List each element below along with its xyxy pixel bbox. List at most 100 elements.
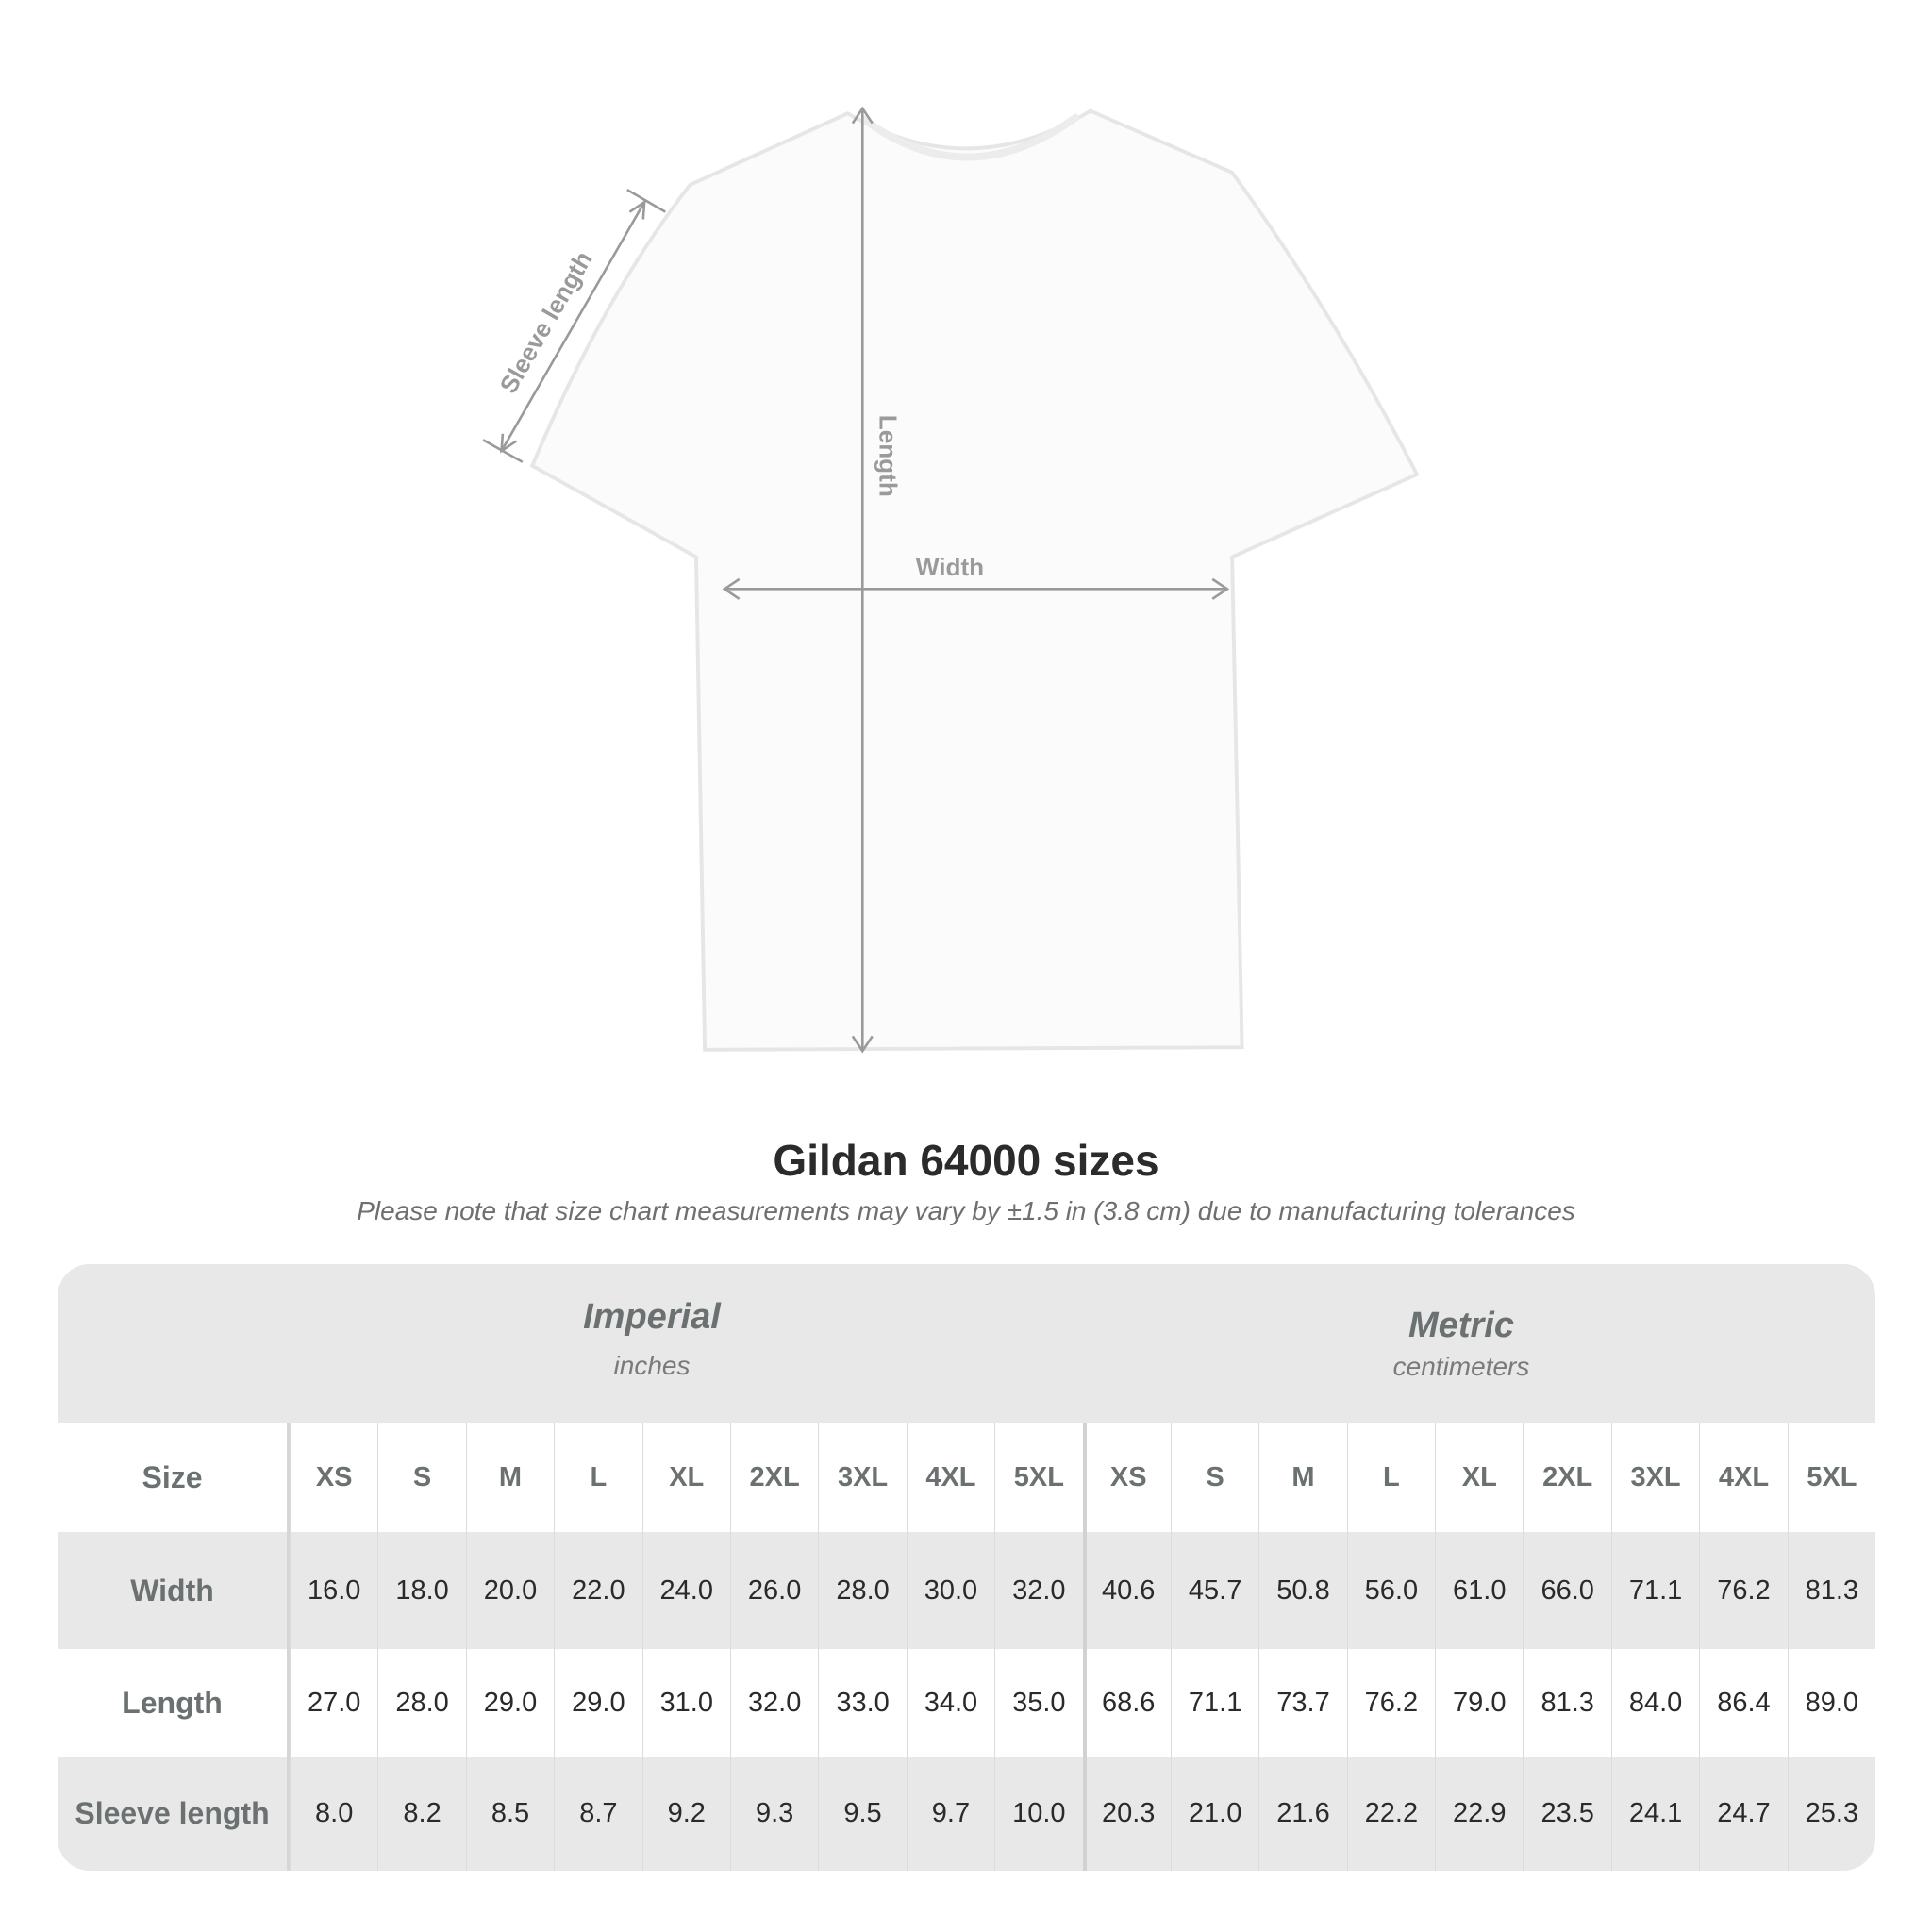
row-label: Sleeve length	[58, 1757, 290, 1871]
length-arrowhead-top	[851, 106, 874, 125]
metric-size-header: XL	[1435, 1423, 1523, 1532]
imperial-value-cell: 32.0	[729, 1649, 818, 1757]
width-arrowhead-right	[1211, 577, 1230, 600]
imperial-size-header: XS	[290, 1423, 377, 1532]
size-table: Imperial inches Metric centimeters Size X…	[58, 1264, 1875, 1871]
imperial-size-header: 5XL	[994, 1423, 1082, 1532]
imperial-unit: inches	[613, 1351, 691, 1380]
metric-value-cell: 61.0	[1435, 1532, 1523, 1649]
metric-value-cell: 24.1	[1610, 1757, 1699, 1871]
imperial-value-cell: 35.0	[994, 1649, 1082, 1757]
page-title: Gildan 64000 sizes	[773, 1136, 1159, 1185]
metric-value-cell: 24.7	[1699, 1757, 1787, 1871]
imperial-value-cell: 30.0	[906, 1532, 994, 1649]
metric-size-header: M	[1258, 1423, 1346, 1532]
metric-value-cell: 79.0	[1435, 1649, 1523, 1757]
metric-value-cell: 76.2	[1346, 1649, 1435, 1757]
table-row: Width 16.0 18.0 20.0 22.0 24.0 26.0 28.0 30.0 32.…	[58, 1532, 1875, 1649]
width-arrowhead-left	[722, 577, 741, 600]
imperial-title: Imperial	[583, 1297, 721, 1337]
metric-value-cell: 25.3	[1787, 1757, 1875, 1871]
imperial-size-header: 4XL	[906, 1423, 994, 1532]
tshirt-shape	[529, 108, 1420, 1052]
table-row: Length 27.0 28.0 29.0 29.0 31.0 32.0 33.0 34.0 35…	[58, 1649, 1875, 1757]
metric-value-cell: 84.0	[1610, 1649, 1699, 1757]
metric-unit: centimeters	[1392, 1352, 1530, 1381]
imperial-value-cell: 31.0	[641, 1649, 730, 1757]
size-label: Size	[58, 1423, 290, 1532]
length-label: Length	[874, 415, 903, 497]
metric-value-cell: 23.5	[1523, 1757, 1610, 1871]
imperial-value-cell: 9.2	[641, 1757, 730, 1871]
imperial-value-cell: 24.0	[641, 1532, 730, 1649]
sleeve-arrow	[500, 201, 646, 452]
length-arrowhead-bottom	[851, 1035, 874, 1054]
metric-value-cell: 21.0	[1170, 1757, 1258, 1871]
tolerance-note: Please note that size chart measurements…	[357, 1196, 1575, 1225]
metric-value-cell: 71.1	[1610, 1532, 1699, 1649]
metric-value-cell: 22.9	[1435, 1757, 1523, 1871]
imperial-value-cell: 34.0	[906, 1649, 994, 1757]
row-label: Length	[58, 1649, 290, 1757]
metric-value-cell: 66.0	[1523, 1532, 1610, 1649]
metric-value-cell: 71.1	[1170, 1649, 1258, 1757]
size-header-row: Size XS S M L XL 2XL 3XL 4XL 5XL XS S M L XL 2XL 3XL 4XL 5…	[58, 1423, 1875, 1532]
tshirt-collar	[859, 112, 1081, 161]
imperial-value-cell: 28.0	[377, 1649, 465, 1757]
metric-value-cell: 86.4	[1699, 1649, 1787, 1757]
metric-size-header: 5XL	[1787, 1423, 1875, 1532]
width-label: Width	[916, 553, 984, 581]
metric-value-cell: 56.0	[1346, 1532, 1435, 1649]
imperial-value-cell: 8.2	[377, 1757, 465, 1871]
row-label: Width	[58, 1532, 290, 1649]
imperial-value-cell: 26.0	[729, 1532, 818, 1649]
metric-size-header: S	[1170, 1423, 1258, 1532]
metric-size-header: 4XL	[1699, 1423, 1787, 1532]
metric-value-cell: 81.3	[1787, 1532, 1875, 1649]
metric-value-cell: 45.7	[1170, 1532, 1258, 1649]
sleeve-tick-top	[626, 189, 666, 213]
imperial-header: Imperial inches	[369, 1297, 935, 1381]
metric-value-cell: 68.6	[1082, 1649, 1171, 1757]
metric-value-cell: 50.8	[1258, 1532, 1346, 1649]
imperial-size-header: S	[377, 1423, 465, 1532]
metric-size-header: L	[1346, 1423, 1435, 1532]
imperial-size-header: 3XL	[818, 1423, 906, 1532]
unit-header: Imperial inches Metric centimeters	[58, 1264, 1875, 1423]
metric-value-cell: 81.3	[1523, 1649, 1610, 1757]
imperial-value-cell: 8.7	[554, 1757, 641, 1871]
imperial-size-header: XL	[641, 1423, 730, 1532]
metric-value-cell: 89.0	[1787, 1649, 1875, 1757]
metric-value-cell: 76.2	[1699, 1532, 1787, 1649]
imperial-value-cell: 33.0	[818, 1649, 906, 1757]
sleeve-arrowhead-top	[628, 199, 646, 220]
metric-value-cell: 21.6	[1258, 1757, 1346, 1871]
imperial-value-cell: 9.3	[729, 1757, 818, 1871]
imperial-size-header: 2XL	[729, 1423, 818, 1532]
sleeve-arrowhead-bottom	[500, 433, 517, 454]
imperial-value-cell: 10.0	[994, 1757, 1082, 1871]
imperial-size-header: L	[554, 1423, 641, 1532]
imperial-value-cell: 29.0	[554, 1649, 641, 1757]
imperial-value-cell: 8.0	[290, 1757, 377, 1871]
imperial-value-cell: 27.0	[290, 1649, 377, 1757]
metric-size-header: 2XL	[1523, 1423, 1610, 1532]
imperial-size-header: M	[465, 1423, 554, 1532]
imperial-value-cell: 29.0	[465, 1649, 554, 1757]
imperial-value-cell: 9.7	[906, 1757, 994, 1871]
metric-value-cell: 40.6	[1082, 1532, 1171, 1649]
imperial-value-cell: 20.0	[465, 1532, 554, 1649]
metric-size-header: 3XL	[1610, 1423, 1699, 1532]
imperial-value-cell: 32.0	[994, 1532, 1082, 1649]
table-row: Sleeve length 8.0 8.2 8.5 8.7 9.2 9.3 9.5 9.7 10.…	[58, 1757, 1875, 1871]
metric-header: Metric centimeters	[1178, 1306, 1744, 1382]
imperial-value-cell: 16.0	[290, 1532, 377, 1649]
metric-value-cell: 20.3	[1082, 1757, 1171, 1871]
metric-value-cell: 73.7	[1258, 1649, 1346, 1757]
imperial-value-cell: 8.5	[465, 1757, 554, 1871]
imperial-value-cell: 18.0	[377, 1532, 465, 1649]
imperial-value-cell: 28.0	[818, 1532, 906, 1649]
metric-value-cell: 22.2	[1346, 1757, 1435, 1871]
imperial-value-cell: 22.0	[554, 1532, 641, 1649]
